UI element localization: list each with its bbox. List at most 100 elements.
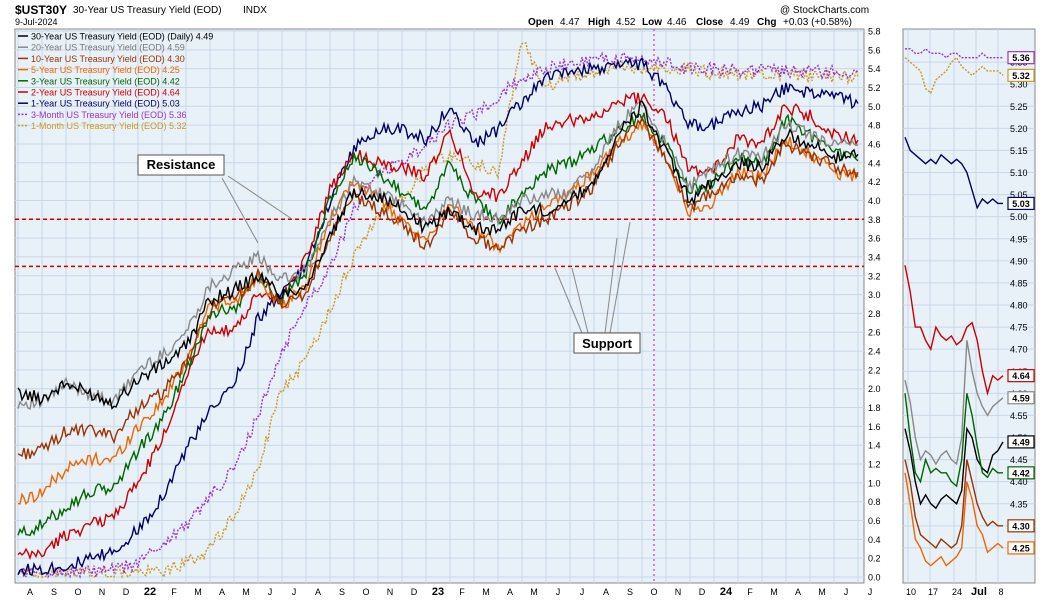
price-label-text: 4.30 <box>1012 521 1030 531</box>
zoom-series-line <box>905 47 1003 59</box>
x-tick-label: A <box>795 587 801 597</box>
high-label: High <box>588 17 610 28</box>
x-tick-label: J <box>556 587 561 597</box>
x-tick-label: N <box>675 587 682 597</box>
legend-entry: 10-Year US Treasury Yield (EOD) 4.30 <box>31 54 185 64</box>
price-label-text: 4.59 <box>1012 393 1030 403</box>
zoom-y-tick-label: 4.85 <box>1010 278 1028 288</box>
zoom-y-tick-label: 4.45 <box>1010 455 1028 465</box>
high-value: 4.52 <box>616 17 636 28</box>
price-label-box <box>1007 466 1035 480</box>
y-tick-label: 1.4 <box>868 441 881 451</box>
x-tick-label: D <box>123 587 130 597</box>
x-tick-label: F <box>747 587 753 597</box>
legend-entry: 30-Year US Treasury Yield (EOD) (Daily) … <box>31 32 213 42</box>
legend-entry: 1-Month US Treasury Yield (EOD) 5.32 <box>31 121 187 131</box>
price-label-text: 4.64 <box>1012 371 1030 381</box>
x-tick-label: M <box>194 587 202 597</box>
legend-entry: 5-Year US Treasury Yield (EOD) 4.25 <box>31 65 180 75</box>
zoom-y-tick-label: 5.00 <box>1010 212 1028 222</box>
x-tick-label: F <box>171 587 177 597</box>
price-label-box <box>1007 391 1035 405</box>
chg-value: +0.03 (+0.58%) <box>783 17 852 28</box>
x-tick-label: D <box>411 587 418 597</box>
y-tick-label: 5.4 <box>868 64 881 74</box>
series-line <box>17 112 859 537</box>
zoom-y-tick-label: 5.15 <box>1010 146 1028 156</box>
y-tick-label: 1.2 <box>868 460 881 470</box>
ohlc-readout: Open 4.47 High 4.52 Low 4.46 Close 4.49 … <box>528 17 852 28</box>
x-tick-label: O <box>362 587 369 597</box>
series-line <box>17 101 859 411</box>
legend-entry: 20-Year US Treasury Yield (EOD) 4.59 <box>31 43 185 53</box>
main-series-group <box>17 42 859 580</box>
zoom-price-labels: 5.36 5.32 5.03 4.64 4.59 4.49 4.42 4.30 4.25 <box>1007 51 1035 555</box>
price-label-box <box>1007 196 1035 211</box>
zoom-x-tick-label: 10 <box>906 587 916 597</box>
zoom-x-tick-label: 24 <box>952 587 962 597</box>
legend-entry: 1-Year US Treasury Yield (EOD) 5.03 <box>31 99 180 109</box>
price-label-box <box>1007 68 1035 82</box>
zoom-series-group <box>904 47 1004 567</box>
x-tick-label: A <box>507 587 513 597</box>
legend-entry: 3-Year US Treasury Yield (EOD) 4.42 <box>31 76 180 86</box>
y-tick-label: 0.6 <box>868 516 881 526</box>
y-tick-label: 1.0 <box>868 478 881 488</box>
exchange-label: INDX <box>243 5 267 16</box>
x-tick-label: N <box>99 587 106 597</box>
zoom-series-line <box>904 56 1004 95</box>
price-label-text: 4.25 <box>1012 543 1030 553</box>
legend-entry: 3-Month US Treasury Yield (EOD) 5.36 <box>31 110 187 120</box>
x-tick-label: J <box>292 587 297 597</box>
zoom-y-tick-label: 5.20 <box>1010 124 1028 134</box>
x-tick-label: A <box>315 587 321 597</box>
price-label-text: 4.42 <box>1012 468 1030 478</box>
y-tick-label: 2.8 <box>868 309 881 319</box>
x-tick-label: J <box>868 587 873 597</box>
x-tick-label: F <box>459 587 465 597</box>
zoom-y-tick-label: 4.90 <box>1010 256 1028 266</box>
price-label-text: 5.03 <box>1012 199 1030 209</box>
zoom-y-tick-label: 4.40 <box>1010 477 1028 487</box>
x-tick-label: M <box>770 587 778 597</box>
x-tick-label: N <box>387 587 394 597</box>
zoom-x-tick-label: Jul <box>971 586 987 598</box>
low-value: 4.46 <box>667 17 687 28</box>
reference-lines <box>15 29 864 583</box>
zoom-series-line <box>904 136 1003 210</box>
y-tick-label: 4.0 <box>868 196 881 206</box>
open-label: Open <box>528 17 554 28</box>
x-tick-label: J <box>844 587 849 597</box>
series-line <box>17 56 859 577</box>
legend-entry: 2-Year US Treasury Yield (EOD) 4.64 <box>31 88 180 98</box>
y-tick-label: 1.8 <box>868 403 881 413</box>
support-label: Support <box>582 336 632 351</box>
price-label-box <box>1007 51 1035 65</box>
x-tick-label: A <box>27 587 33 597</box>
y-tick-label: 0.4 <box>868 535 881 545</box>
zoom-y-tick-label: 4.95 <box>1010 234 1028 244</box>
x-tick-label: M <box>242 587 250 597</box>
chg-label: Chg <box>757 17 776 28</box>
x-tick-label: 23 <box>432 586 444 598</box>
close-value: 4.49 <box>730 17 750 28</box>
x-tick-label: S <box>339 587 345 597</box>
instrument-name: 30-Year US Treasury Yield (EOD) <box>73 5 222 16</box>
main-grid <box>15 29 864 583</box>
y-tick-label: 5.8 <box>868 27 881 37</box>
price-label-box <box>1007 541 1035 555</box>
zoom-series-line <box>904 459 1003 549</box>
y-tick-label: 0.0 <box>868 573 881 583</box>
x-tick-label: O <box>650 587 657 597</box>
open-value: 4.47 <box>560 17 580 28</box>
y-tick-label: 0.8 <box>868 497 881 507</box>
y-tick-label: 4.8 <box>868 121 881 131</box>
zoom-x-axis: 10 17 24 Jul 8 <box>906 586 1004 598</box>
x-tick-label: J <box>580 587 585 597</box>
main-x-axis: A S O N D 22 F M A M J J A S O N D 23 F M A M J J A S O N D 24 F M A M J J <box>27 586 872 598</box>
x-tick-label: J <box>268 587 273 597</box>
y-tick-label: 5.6 <box>868 45 881 55</box>
symbol-title: $UST30Y <box>15 3 67 17</box>
